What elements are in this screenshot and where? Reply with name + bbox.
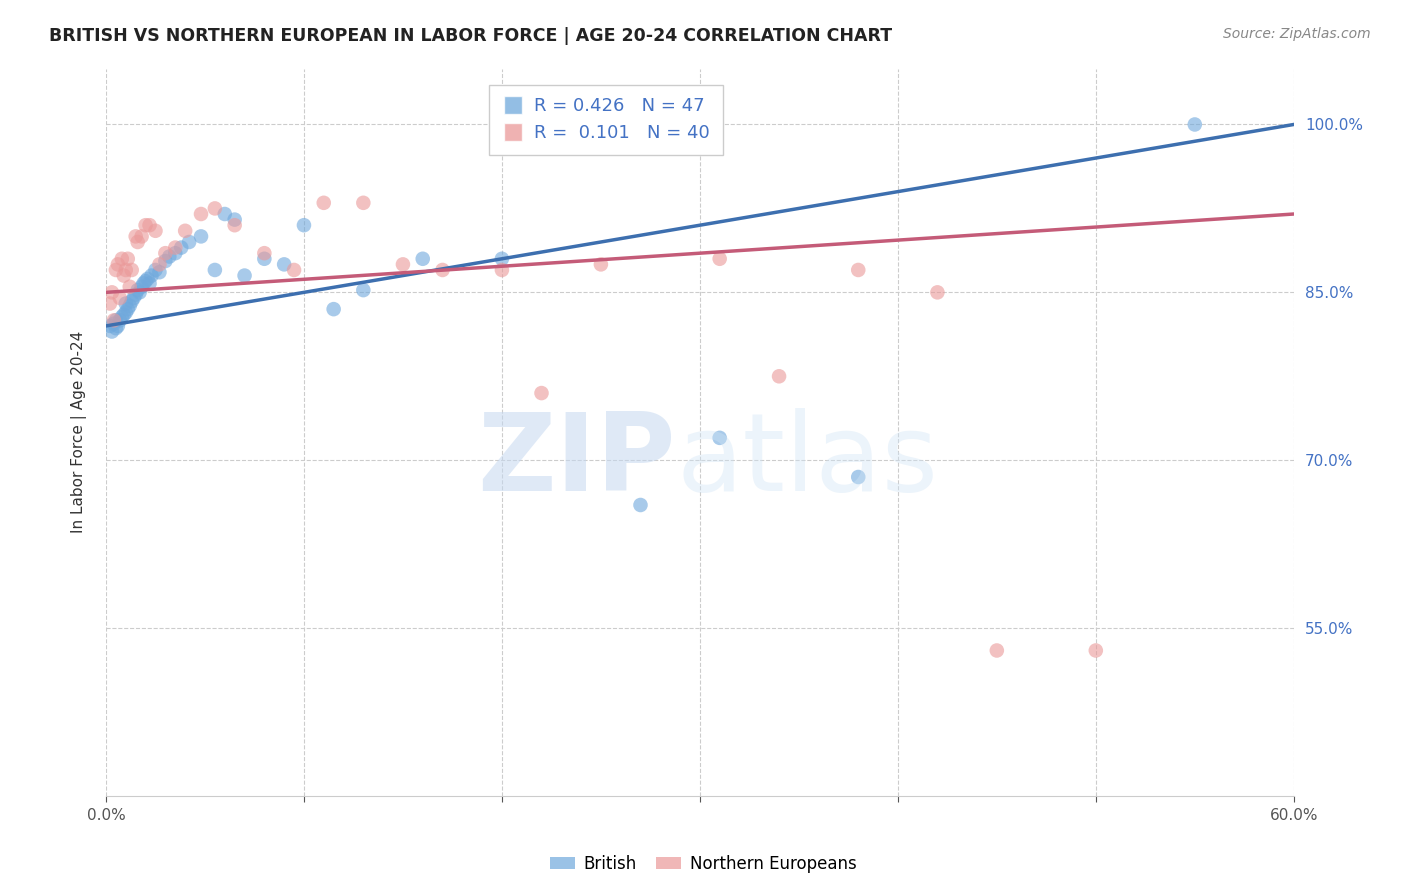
Point	[709, 252, 731, 266]
Point	[108, 291, 131, 305]
Point	[322, 302, 344, 317]
Point	[125, 287, 148, 301]
Point	[107, 318, 129, 333]
Point	[127, 283, 149, 297]
Point	[112, 308, 135, 322]
Point	[117, 252, 139, 266]
Point	[190, 207, 212, 221]
Point	[846, 470, 869, 484]
Point	[352, 283, 374, 297]
Point	[118, 299, 141, 313]
Point	[170, 241, 193, 255]
Point	[114, 296, 136, 310]
Point	[125, 229, 148, 244]
Point	[148, 257, 170, 271]
Point	[122, 291, 145, 305]
Point	[392, 257, 415, 271]
Point	[135, 218, 157, 232]
Point	[432, 263, 454, 277]
Point	[1084, 643, 1107, 657]
Point	[709, 431, 731, 445]
Point	[121, 263, 143, 277]
Point	[138, 218, 160, 232]
Point	[155, 246, 177, 260]
Point	[103, 313, 125, 327]
Point	[214, 207, 236, 221]
Point	[927, 285, 949, 300]
Point	[179, 235, 201, 249]
Point	[114, 305, 136, 319]
Point	[273, 257, 295, 271]
Point	[846, 263, 869, 277]
Point	[224, 212, 246, 227]
Point	[101, 325, 124, 339]
Point	[224, 218, 246, 232]
Point	[118, 279, 141, 293]
Point	[111, 310, 134, 324]
Point	[1184, 118, 1206, 132]
Text: ZIP: ZIP	[478, 409, 676, 515]
Legend: British, Northern Europeans: British, Northern Europeans	[543, 848, 863, 880]
Point	[108, 313, 131, 327]
Point	[98, 296, 121, 310]
Point	[412, 252, 434, 266]
Point	[107, 257, 129, 271]
Point	[131, 229, 153, 244]
Legend: R = 0.426   N = 47, R =  0.101   N = 40: R = 0.426 N = 47, R = 0.101 N = 40	[489, 85, 723, 155]
Point	[312, 195, 335, 210]
Point	[165, 246, 187, 260]
Point	[128, 285, 150, 300]
Y-axis label: In Labor Force | Age 20-24: In Labor Force | Age 20-24	[72, 331, 87, 533]
Point	[253, 246, 276, 260]
Point	[253, 252, 276, 266]
Text: Source: ZipAtlas.com: Source: ZipAtlas.com	[1223, 27, 1371, 41]
Point	[630, 498, 652, 512]
Point	[165, 241, 187, 255]
Point	[138, 277, 160, 291]
Point	[292, 218, 315, 232]
Point	[530, 386, 553, 401]
Point	[204, 263, 226, 277]
Point	[155, 254, 177, 268]
Point	[986, 643, 1008, 657]
Text: atlas: atlas	[676, 409, 938, 515]
Point	[190, 229, 212, 244]
Point	[112, 268, 135, 283]
Point	[233, 268, 256, 283]
Point	[204, 202, 226, 216]
Point	[104, 263, 127, 277]
Point	[491, 252, 513, 266]
Point	[135, 274, 157, 288]
Point	[136, 272, 159, 286]
Point	[111, 252, 134, 266]
Point	[98, 318, 121, 333]
Point	[157, 250, 180, 264]
Point	[174, 224, 197, 238]
Point	[104, 321, 127, 335]
Point	[103, 317, 125, 331]
Point	[145, 263, 167, 277]
Point	[145, 224, 167, 238]
Point	[491, 263, 513, 277]
Point	[148, 265, 170, 279]
Point	[352, 195, 374, 210]
Point	[131, 279, 153, 293]
Point	[283, 263, 305, 277]
Point	[132, 277, 155, 291]
Point	[101, 285, 124, 300]
Point	[768, 369, 790, 384]
Point	[117, 302, 139, 317]
Point	[104, 313, 127, 327]
Point	[141, 268, 163, 283]
Text: BRITISH VS NORTHERN EUROPEAN IN LABOR FORCE | AGE 20-24 CORRELATION CHART: BRITISH VS NORTHERN EUROPEAN IN LABOR FO…	[49, 27, 893, 45]
Point	[127, 235, 149, 249]
Point	[114, 263, 136, 277]
Point	[121, 294, 143, 309]
Point	[589, 257, 612, 271]
